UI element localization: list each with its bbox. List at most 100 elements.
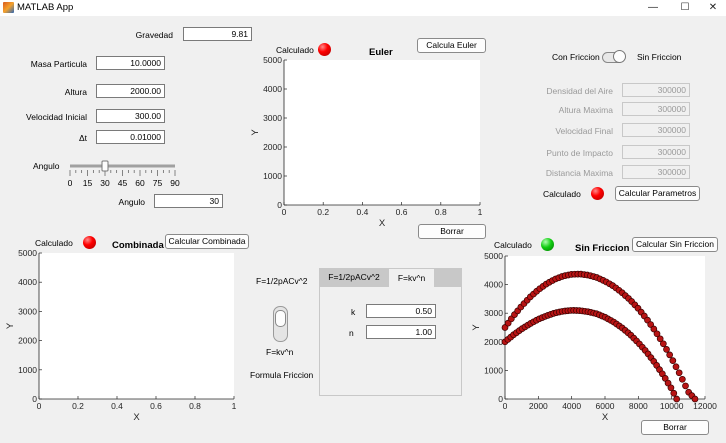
plot-area	[284, 60, 480, 205]
trajectory-point	[659, 340, 667, 348]
trajectory-point	[663, 345, 670, 353]
y-tick-label: 0	[277, 200, 282, 210]
dt-label: Δt	[78, 133, 87, 143]
velocidad-field[interactable]: 300.00	[96, 109, 165, 123]
dt-field[interactable]: 0.01000	[96, 130, 165, 144]
minimize-button[interactable]: —	[648, 2, 658, 13]
trajectory-point	[653, 330, 661, 338]
x-tick-label: 0.4	[111, 401, 123, 411]
y-tick-label: 2000	[484, 337, 503, 347]
y-tick-label: 5000	[18, 248, 37, 258]
n-field[interactable]: 1.00	[366, 325, 436, 339]
masa-field[interactable]: 10.0000	[96, 56, 165, 70]
plot-area	[505, 256, 705, 399]
y-tick-label: 4000	[18, 277, 37, 287]
trajectory-point	[678, 375, 686, 383]
y-axis-label: Y	[250, 129, 261, 136]
x-tick-label: 0.2	[317, 207, 329, 217]
tab-drag-formula[interactable]: F=1/2pACv^2	[328, 272, 380, 282]
combinada-plot: 0 0.2 0.4 0.6 0.8 1 0 1000 2000 3000 4000 5000 X Y	[5, 248, 237, 423]
param-field[interactable]: 300000	[622, 83, 690, 97]
x-tick-label: 12000	[693, 401, 717, 411]
calcular-parametros-button[interactable]: Calcular Parametros	[615, 186, 700, 201]
combinada-status-lamp	[83, 236, 96, 249]
trajectory-point	[650, 325, 658, 333]
slider-ticks: 0 15 30 45 60 75 90	[68, 170, 180, 188]
altura-field[interactable]: 2000.00	[96, 84, 165, 98]
matlab-logo-icon	[3, 2, 14, 13]
x-tick-label: 0.4	[356, 207, 368, 217]
x-tick-label: 1	[478, 207, 483, 217]
y-tick-label: 0	[498, 394, 503, 404]
x-tick-label: 2000	[529, 401, 548, 411]
slider-tick-label: 75	[153, 178, 163, 188]
calcular-sin-friccion-button[interactable]: Calcular Sin Friccion	[632, 237, 718, 252]
slider-tick-label: 60	[135, 178, 145, 188]
y-tick-label: 3000	[484, 308, 503, 318]
tab-power-formula[interactable]: F=kv^n	[388, 268, 435, 287]
velocidad-label: Velocidad Inicial	[26, 112, 87, 122]
y-tick-label: 4000	[263, 84, 282, 94]
n-label: n	[349, 328, 354, 338]
slider-thumb[interactable]	[101, 160, 109, 172]
y-tick-label: 5000	[484, 251, 503, 261]
sin-friccion-status-lamp	[541, 238, 554, 251]
maximize-button[interactable]: ☐	[680, 2, 690, 13]
euler-clear-button[interactable]: Borrar	[418, 224, 486, 239]
x-tick-label: 10000	[660, 401, 684, 411]
trajectory-point	[673, 395, 681, 403]
angulo-field[interactable]: 30	[154, 194, 223, 208]
param-field[interactable]: 300000	[622, 165, 690, 179]
param-label: Velocidad Final	[555, 126, 613, 136]
gravedad-field[interactable]: 9.81	[183, 27, 252, 41]
y-tick-label: 0	[32, 394, 37, 404]
sin-friccion-clear-button[interactable]: Borrar	[641, 420, 709, 435]
calcular-combinada-button[interactable]: Calcular Combinada	[165, 234, 249, 249]
param-field[interactable]: 300000	[622, 123, 690, 137]
euler-status-lamp	[318, 43, 331, 56]
x-tick-label: 0	[37, 401, 42, 411]
formula-rocker-knob[interactable]	[275, 310, 286, 327]
param-field[interactable]: 300000	[622, 145, 690, 159]
x-tick-label: 0.2	[72, 401, 84, 411]
title-bar	[0, 0, 726, 16]
sin-friccion-status-label: Calculado	[494, 240, 532, 250]
x-tick-label: 6000	[596, 401, 615, 411]
close-button[interactable]: ✕	[708, 2, 718, 13]
gravedad-label: Gravedad	[135, 30, 173, 40]
y-tick-label: 3000	[263, 113, 282, 123]
euler-plot: 0 0.2 0.4 0.6 0.8 1 0 1000 2000 3000 4000 5000 X Y	[250, 55, 483, 229]
altura-label: Altura	[64, 87, 87, 97]
combinada-status-label: Calculado	[35, 238, 73, 248]
trajectory-point	[682, 382, 689, 390]
y-tick-label: 1000	[484, 365, 503, 375]
angulo-slider-label: Angulo	[33, 161, 60, 171]
param-field[interactable]: 300000	[622, 102, 690, 116]
sin-friccion-plot: 0 2000 4000 6000 8000 10000 12000 0 1000 2000 3000…	[471, 251, 717, 423]
euler-status-label: Calculado	[276, 45, 314, 55]
trajectory-point	[670, 389, 678, 397]
slider-tick-label: 90	[170, 178, 180, 188]
param-label: Densidad del Aire	[546, 86, 613, 96]
slider-tick-label: 15	[83, 178, 93, 188]
trajectory-point	[644, 316, 651, 324]
trajectory-point	[672, 363, 680, 371]
calcula-euler-button[interactable]: Calcula Euler	[417, 38, 486, 53]
trajectory-point	[691, 395, 699, 403]
formula-tab-panel	[319, 268, 462, 396]
friction-switch-knob[interactable]	[613, 50, 626, 63]
formula-friccion-caption: Formula Friccion	[250, 370, 314, 380]
trajectory-point	[666, 351, 674, 359]
param-label: Punto de Impacto	[546, 148, 613, 158]
y-tick-label: 4000	[484, 280, 503, 290]
param-status-label: Calculado	[543, 189, 581, 199]
y-tick-label: 1000	[18, 365, 37, 375]
trajectory-point	[667, 384, 675, 392]
angulo-slider[interactable]: 0 15 30 45 60 75 90	[64, 159, 182, 189]
x-tick-label: 0.8	[189, 401, 201, 411]
slider-tick-label: 45	[118, 178, 128, 188]
con-friccion-label: Con Friccion	[552, 52, 600, 62]
trajectory-point	[647, 321, 655, 328]
combinada-plot-title: Combinada	[112, 240, 164, 251]
k-field[interactable]: 0.50	[366, 304, 436, 318]
